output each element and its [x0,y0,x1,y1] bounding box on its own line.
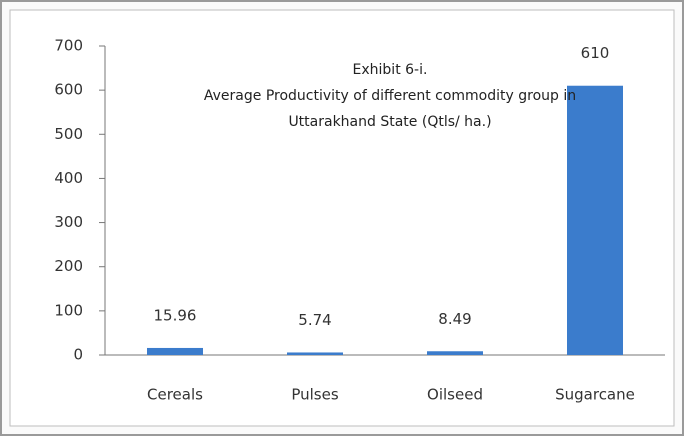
chart-title: Uttarakhand State (Qtls/ ha.) [288,114,491,130]
y-tick-label: 700 [54,37,83,55]
x-tick-label: Oilseed [427,386,483,404]
y-tick-label: 500 [54,125,83,143]
data-label: 5.74 [298,311,331,329]
y-tick-label: 400 [54,169,83,187]
bar [567,85,623,355]
x-tick-label: Cereals [147,386,203,404]
y-tick-label: 300 [54,213,83,231]
chart-frame [9,9,675,427]
x-tick-label: Pulses [291,386,338,404]
y-tick-label: 0 [73,346,83,364]
bar [427,351,483,355]
data-label: 15.96 [154,306,197,324]
bar [287,352,343,355]
chart-title: Exhibit 6-i. [353,62,428,78]
data-label: 610 [581,44,610,62]
chart-title: Average Productivity of different commod… [204,88,576,104]
x-tick-label: Sugarcane [555,386,635,404]
y-tick-label: 200 [54,257,83,275]
y-tick-label: 600 [54,81,83,99]
bar [147,347,203,355]
y-tick-label: 100 [54,301,83,319]
data-label: 8.49 [438,310,471,328]
